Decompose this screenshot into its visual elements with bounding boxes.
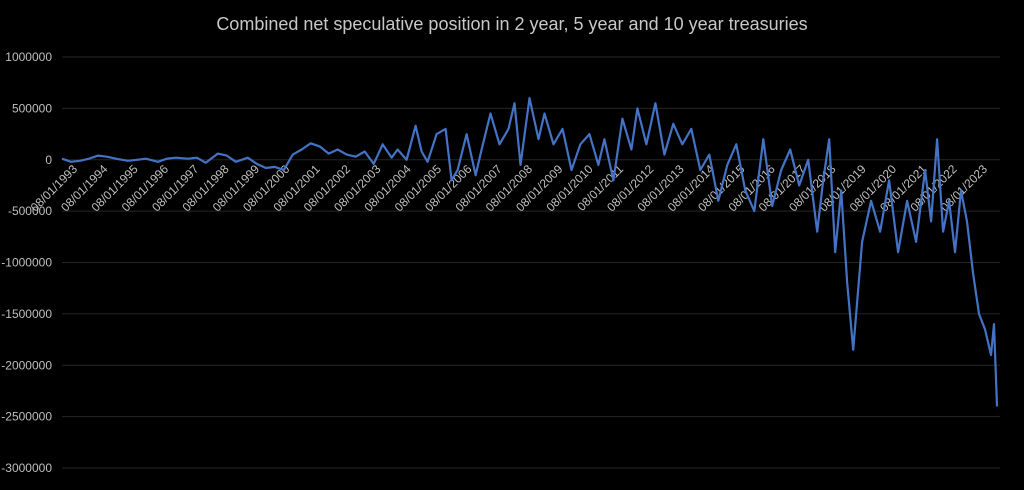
y-tick-label: -500000 [8,204,52,218]
y-tick-label: -2000000 [1,358,52,372]
y-tick-label: -3000000 [1,461,52,475]
y-tick-label: -1500000 [1,307,52,321]
x-axis-ticks: 08/01/199308/01/199408/01/199508/01/1996… [28,162,991,215]
chart-title: Combined net speculative position in 2 y… [216,14,808,34]
y-axis-ticks: 1000000 500000 0 -500000 -1000000 -1500000 -20… [1,50,52,475]
y-tick-label: 0 [45,153,52,167]
y-tick-label: -1000000 [1,256,52,270]
y-tick-label: -2500000 [1,410,52,424]
y-tick-label: 1000000 [5,50,52,64]
y-tick-label: 500000 [12,101,52,115]
series-line [61,96,999,407]
series-layer [61,96,999,407]
